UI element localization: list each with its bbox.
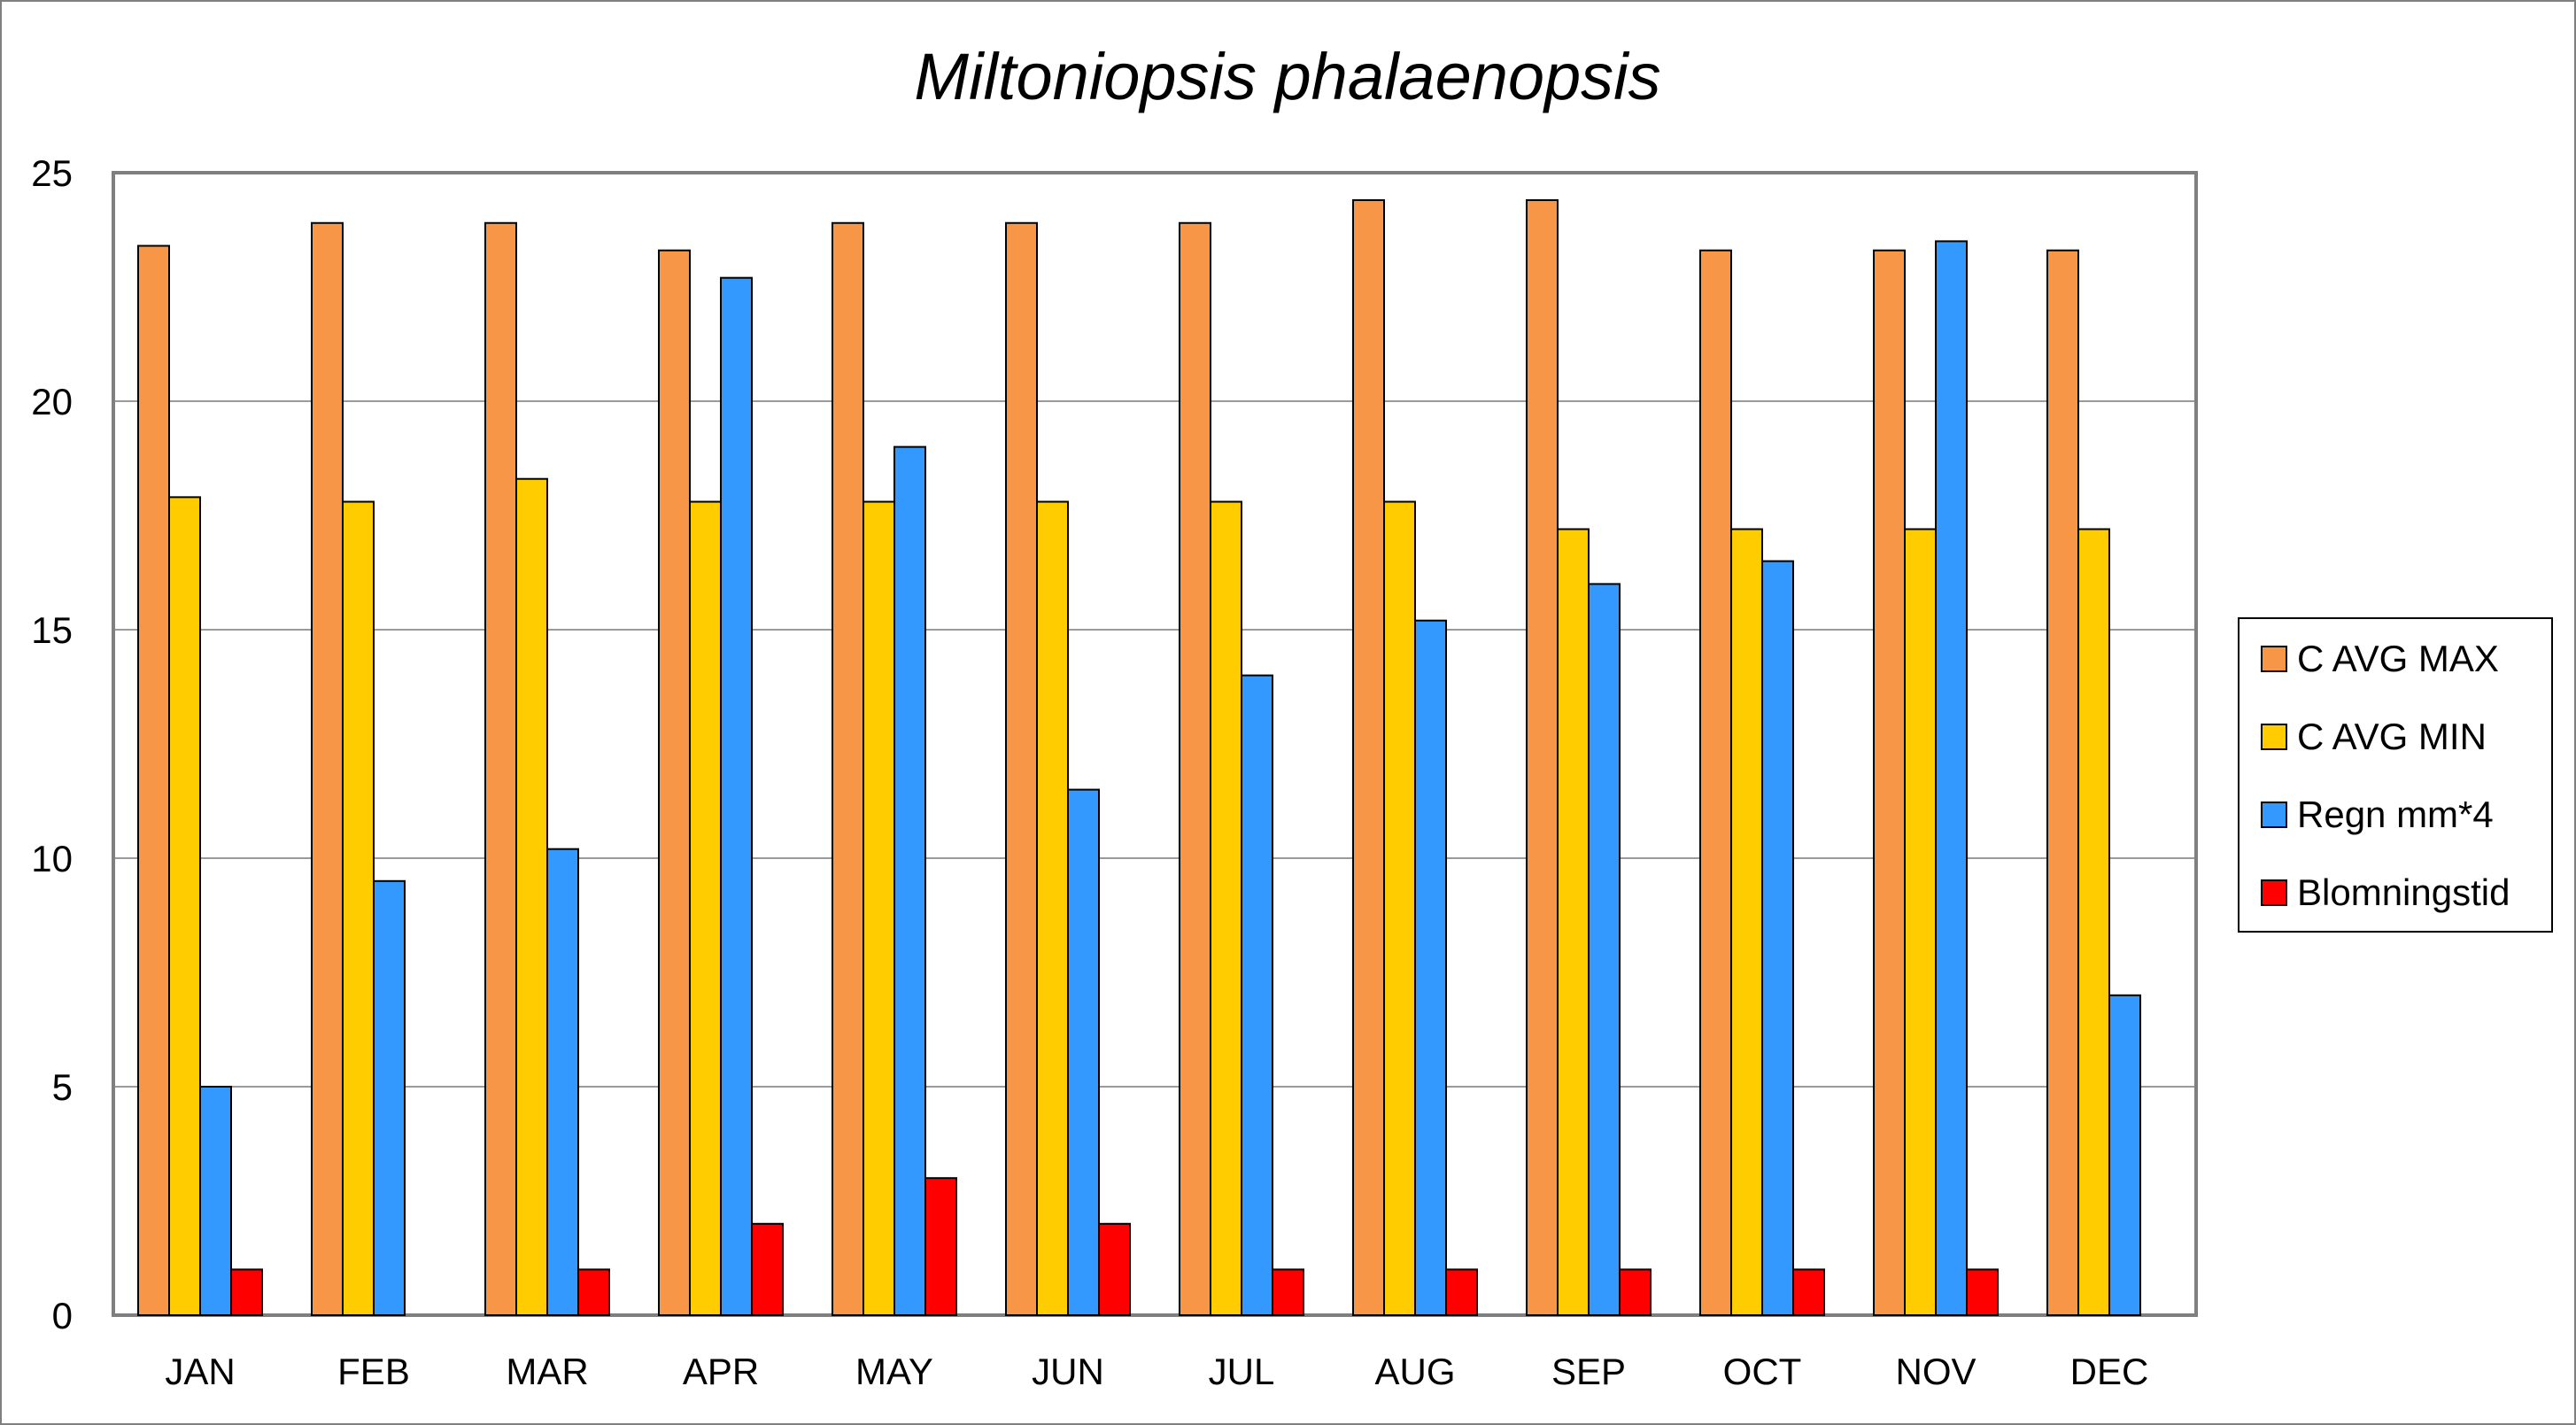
- y-tick-label: 15: [31, 609, 73, 651]
- bar-blomningstid-may: [924, 1177, 957, 1316]
- bar-c-avg-min-nov: [1904, 528, 1937, 1316]
- y-tick-label: 0: [52, 1295, 73, 1336]
- bar-c-avg-max-feb: [311, 221, 344, 1316]
- bar-regn-mm-4-mar: [546, 848, 579, 1316]
- bar-regn-mm-4-aug: [1414, 619, 1447, 1316]
- bar-blomningstid-jul: [1272, 1268, 1304, 1317]
- bar-regn-mm-4-oct: [1761, 560, 1794, 1316]
- x-tick-label: FEB: [337, 1351, 410, 1392]
- bar-c-avg-min-may: [863, 500, 895, 1316]
- bar-c-avg-max-jul: [1179, 221, 1211, 1316]
- bar-blomningstid-mar: [577, 1268, 610, 1317]
- bar-c-avg-min-aug: [1383, 500, 1416, 1316]
- bar-c-avg-min-oct: [1730, 528, 1763, 1316]
- bar-c-avg-min-feb: [342, 500, 375, 1316]
- y-axis-ticks: 0 5 10 15 20 25: [31, 152, 73, 1336]
- bar-blomningstid-jan: [230, 1268, 263, 1317]
- plot-area-border: [112, 171, 2198, 1317]
- legend-box: [2238, 617, 2553, 933]
- bar-regn-mm-4-sep: [1588, 583, 1621, 1316]
- y-tick-label: 25: [31, 152, 73, 194]
- y-tick-label: 10: [31, 838, 73, 879]
- bar-c-avg-max-oct: [1699, 249, 1732, 1317]
- bar-c-avg-max-jan: [137, 244, 170, 1316]
- bar-regn-mm-4-nov: [1935, 240, 1968, 1316]
- x-tick-label: MAR: [506, 1351, 588, 1392]
- legend: C AVG MAX C AVG MIN Regn mm*4 Blomningstid: [2238, 617, 2553, 933]
- x-tick-label: SEP: [1551, 1351, 1626, 1392]
- chart-title: Miltoniopsis phalaenopsis: [914, 40, 1660, 113]
- bar-c-avg-min-dec: [2077, 528, 2110, 1316]
- bar-c-avg-min-jan: [168, 496, 201, 1316]
- bar-regn-mm-4-jan: [199, 1086, 232, 1316]
- bar-regn-mm-4-feb: [373, 879, 406, 1316]
- x-tick-label: JUN: [1032, 1351, 1104, 1392]
- bar-c-avg-max-sep: [1526, 198, 1559, 1317]
- x-tick-label: JUL: [1209, 1351, 1275, 1392]
- x-tick-label: DEC: [2070, 1351, 2149, 1392]
- bar-c-avg-max-nov: [1873, 249, 1906, 1317]
- legend-swatch: [2261, 879, 2287, 906]
- bar-c-avg-min-mar: [515, 477, 548, 1316]
- bar-regn-mm-4-may: [893, 445, 926, 1317]
- x-tick-label: APR: [683, 1351, 759, 1392]
- bar-blomningstid-sep: [1619, 1268, 1652, 1317]
- legend-swatch: [2261, 802, 2287, 828]
- bars: [137, 198, 2141, 1317]
- bar-c-avg-min-sep: [1557, 528, 1590, 1316]
- bar-c-avg-min-jun: [1036, 500, 1069, 1316]
- legend-swatch: [2261, 646, 2287, 672]
- x-tick-label: AUG: [1374, 1351, 1455, 1392]
- bar-regn-mm-4-jul: [1241, 674, 1273, 1316]
- y-tick-label: 20: [31, 381, 73, 422]
- bar-c-avg-max-may: [832, 221, 864, 1316]
- bar-regn-mm-4-apr: [720, 276, 753, 1316]
- bar-regn-mm-4-jun: [1067, 788, 1100, 1316]
- y-tick-label: 5: [52, 1066, 73, 1108]
- x-axis-ticks: JAN FEB MAR APR MAY JUN JUL AUG SEP OCT NOV DEC: [165, 1351, 2148, 1392]
- x-tick-label: OCT: [1723, 1351, 1802, 1392]
- bar-blomningstid-apr: [751, 1222, 784, 1317]
- bar-c-avg-max-mar: [484, 221, 517, 1316]
- bar-c-avg-min-jul: [1210, 500, 1242, 1316]
- x-tick-label: MAY: [855, 1351, 933, 1392]
- legend-label: C AVG MIN: [2297, 716, 2487, 757]
- legend-label: Blomningstid: [2297, 871, 2510, 913]
- legend-label: C AVG MAX: [2297, 638, 2499, 679]
- bar-blomningstid-jun: [1098, 1222, 1131, 1317]
- bar-regn-mm-4-dec: [2108, 994, 2141, 1317]
- legend-swatch: [2261, 724, 2287, 750]
- bar-c-avg-max-aug: [1352, 198, 1385, 1317]
- x-tick-label: NOV: [1895, 1351, 1976, 1392]
- x-tick-label: JAN: [165, 1351, 235, 1392]
- gridlines: [113, 400, 2196, 1088]
- bar-blomningstid-oct: [1792, 1268, 1825, 1317]
- bar-c-avg-max-jun: [1005, 221, 1038, 1316]
- bar-c-avg-min-apr: [689, 500, 722, 1316]
- bar-blomningstid-nov: [1966, 1268, 1999, 1317]
- bar-c-avg-max-apr: [658, 249, 691, 1317]
- legend-label: Regn mm*4: [2297, 794, 2494, 835]
- bar-blomningstid-aug: [1445, 1268, 1478, 1317]
- bar-c-avg-max-dec: [2046, 249, 2079, 1317]
